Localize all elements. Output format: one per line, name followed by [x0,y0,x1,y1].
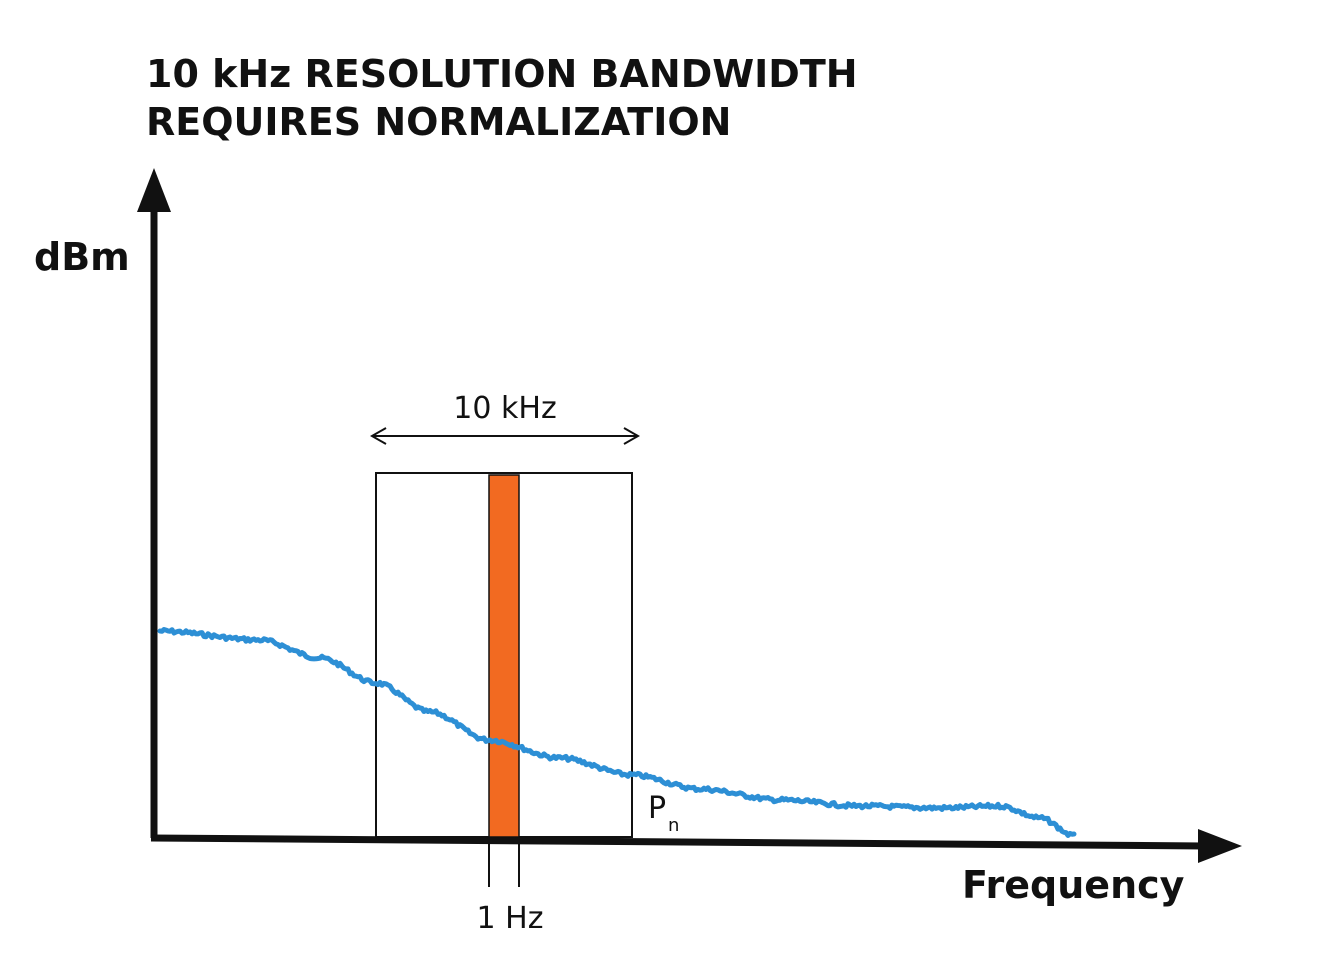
x-axis-arrowhead [1198,829,1242,863]
title-line-1: 10 kHz RESOLUTION BANDWIDTH [146,52,858,96]
noise-power-label: P [648,791,666,826]
title-line-2: REQUIRES NORMALIZATION [146,100,732,144]
rbw-label: 10 kHz [453,391,556,426]
noise-power-subscript: n [668,815,679,836]
one-hz-band [488,474,520,838]
x-axis-label: Frequency [962,863,1185,907]
rbw-arrowhead-left [369,427,387,445]
one-hz-label: 1 Hz [477,901,544,936]
rbw-arrowhead-right [623,427,641,445]
noise-trace [157,627,1077,838]
y-axis-label: dBm [34,235,130,279]
y-axis-arrowhead [137,168,171,212]
diagram-title: 10 kHz RESOLUTION BANDWIDTH REQUIRES NOR… [146,50,858,146]
x-axis [150,834,1206,850]
